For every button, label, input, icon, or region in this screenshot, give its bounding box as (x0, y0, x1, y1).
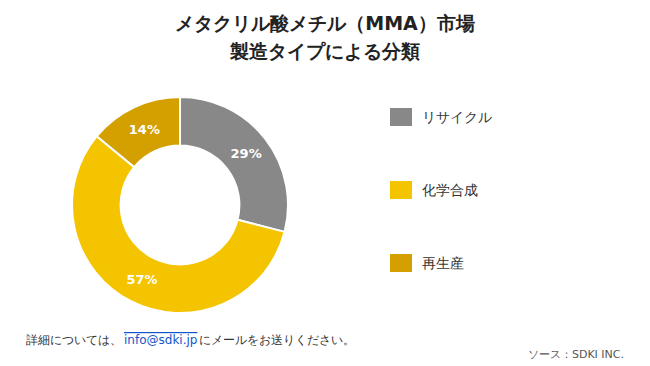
legend: リサイクル化学合成再生産 (390, 108, 492, 272)
source: ソース：SDKI INC. (528, 348, 624, 361)
pie (72, 97, 288, 313)
footer-link: info@sdki.jp (124, 333, 197, 347)
data-labels: 29% 57% 14% (126, 122, 261, 287)
legend-swatch (390, 254, 412, 272)
slice (72, 136, 285, 313)
slice (97, 97, 180, 167)
legend-item: リサイクル (390, 108, 492, 126)
data-label: 29% (231, 146, 262, 161)
legend-label: リサイクル (422, 109, 492, 125)
title: メタクリル酸メチル（MMA）市場 (175, 12, 475, 34)
footer-text: 詳細については、 (26, 333, 122, 347)
legend-item: 再生産 (390, 254, 464, 272)
legend-swatch (390, 181, 412, 199)
slice (180, 97, 288, 232)
legend-label: 化学合成 (422, 182, 478, 198)
data-label: 14% (129, 122, 160, 137)
data-label: 57% (126, 272, 157, 287)
legend-item: 化学合成 (390, 181, 478, 199)
chart: メタクリル酸メチル（MMA）市場製造タイプによる分類 29% 57% 14% リサイクル… (0, 0, 650, 366)
legend-swatch (390, 108, 412, 126)
footer-text: にメールをお送りください。 (199, 333, 355, 347)
subtitle: 製造タイプによる分類 (229, 40, 420, 62)
legend-label: 再生産 (422, 255, 464, 271)
